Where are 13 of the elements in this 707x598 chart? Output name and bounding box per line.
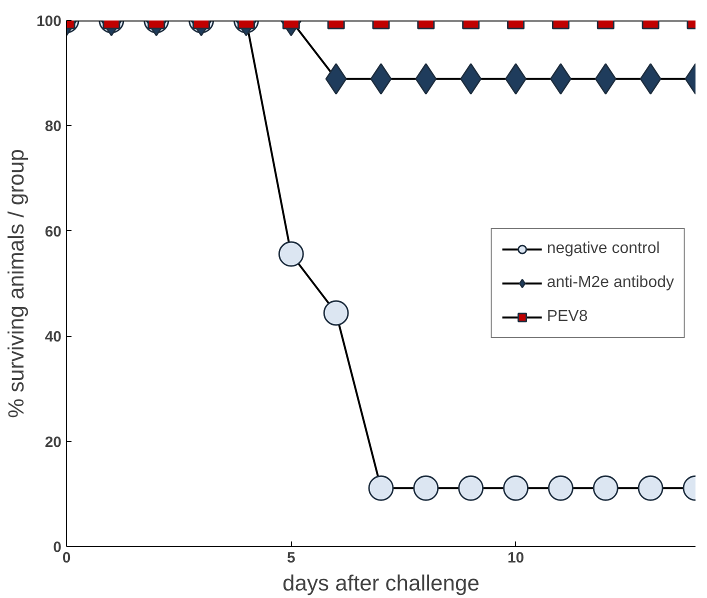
x-axis-title: days after challenge (282, 570, 480, 596)
y-tick-label: 80 (44, 118, 62, 136)
y-tick-label: 20 (44, 434, 62, 451)
y-tick-label: 40 (44, 328, 62, 346)
y-axis-title: % surviving animals / group (3, 148, 28, 418)
legend-label: negative control (546, 240, 660, 258)
legend-label: PEV8 (546, 308, 588, 326)
x-tick-label: 5 (286, 550, 296, 566)
y-tick-label: 0 (53, 539, 62, 556)
x-tick-label: 10 (507, 550, 524, 566)
legend-label: anti-M2e antibody (546, 274, 674, 292)
y-tick-label: 100 (36, 13, 62, 30)
y-tick-label: 60 (44, 223, 62, 240)
